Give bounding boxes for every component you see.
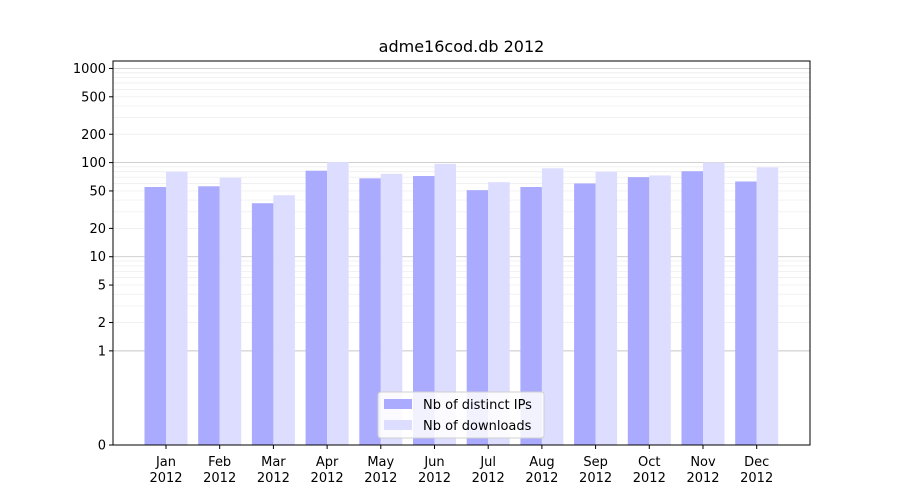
y-tick-label: 2 xyxy=(98,316,106,331)
legend-box xyxy=(377,391,545,439)
legend-swatch xyxy=(384,420,412,430)
x-tick-label-year: 2012 xyxy=(257,471,290,486)
bar-distinct-ips xyxy=(144,187,166,445)
y-tick-label: 500 xyxy=(81,90,106,105)
bar-downloads xyxy=(703,162,725,445)
legend-swatch xyxy=(384,399,412,409)
x-tick-label-month: Oct xyxy=(638,455,660,470)
legend-label: Nb of distinct IPs xyxy=(423,398,532,413)
bar-downloads xyxy=(488,182,510,445)
x-tick-label-year: 2012 xyxy=(418,471,451,486)
bar-distinct-ips xyxy=(681,171,703,445)
x-axis: Jan2012Feb2012Mar2012Apr2012May2012Jun20… xyxy=(149,445,773,486)
y-tick-label: 100 xyxy=(81,156,106,171)
bar-distinct-ips xyxy=(627,177,650,446)
bar-distinct-ips xyxy=(466,190,489,445)
x-tick-label-month: Apr xyxy=(316,455,339,470)
x-tick-label-month: Jul xyxy=(479,455,496,470)
bar-downloads xyxy=(327,162,349,445)
x-tick-label-year: 2012 xyxy=(686,471,719,486)
y-tick-label: 5 xyxy=(98,279,106,294)
bar-distinct-ips xyxy=(359,178,381,445)
legend-label: Nb of downloads xyxy=(423,419,532,434)
plot-area-frame xyxy=(112,60,811,446)
x-tick-label-month: Feb xyxy=(208,455,231,470)
x-tick-label-year: 2012 xyxy=(579,471,612,486)
x-tick-label-year: 2012 xyxy=(149,471,182,486)
x-tick-label-year: 2012 xyxy=(364,471,397,486)
legend: Nb of distinct IPs Nb of downloads xyxy=(377,391,545,439)
bar-distinct-ips xyxy=(735,181,757,445)
x-tick-label-year: 2012 xyxy=(633,471,666,486)
bar-downloads xyxy=(541,168,564,446)
bar-downloads xyxy=(273,195,295,445)
x-tick-label-month: Mar xyxy=(261,455,286,470)
x-tick-label-month: Sep xyxy=(583,455,608,470)
bar-distinct-ips xyxy=(574,183,596,445)
bar-distinct-ips xyxy=(520,187,542,445)
bar-downloads xyxy=(219,177,242,446)
bar-downloads xyxy=(756,167,779,446)
x-tick-label-month: Jan xyxy=(155,455,176,470)
x-tick-label-month: Jun xyxy=(423,455,444,470)
bars xyxy=(144,162,779,446)
x-tick-label-year: 2012 xyxy=(740,471,773,486)
chart-title: adme16cod.db 2012 xyxy=(379,37,545,56)
x-tick-label-year: 2012 xyxy=(311,471,344,486)
x-tick-label-year: 2012 xyxy=(472,471,505,486)
x-tick-label-month: May xyxy=(367,455,394,470)
y-tick-label: 50 xyxy=(89,184,106,199)
y-tick-label: 0 xyxy=(98,439,106,454)
y-tick-label: 10 xyxy=(89,250,106,265)
y-tick-label: 1 xyxy=(98,344,106,359)
bar-distinct-ips xyxy=(413,176,435,445)
bar-downloads xyxy=(434,163,456,446)
x-tick-label-month: Nov xyxy=(690,455,716,470)
bar-distinct-ips xyxy=(251,203,274,445)
y-axis: 0 1 2 5 10 20 50 100 200 500 1000 xyxy=(73,62,113,454)
bar-downloads xyxy=(380,173,403,445)
x-tick-label-month: Aug xyxy=(529,455,554,470)
y-tick-label: 1000 xyxy=(73,62,106,77)
bar-downloads xyxy=(595,171,618,445)
x-tick-label-year: 2012 xyxy=(203,471,236,486)
bar-downloads xyxy=(166,171,188,445)
y-tick-label: 20 xyxy=(89,222,106,237)
bar-downloads xyxy=(649,175,671,445)
y-tick-label: 200 xyxy=(81,128,106,143)
bar-distinct-ips xyxy=(198,186,220,445)
x-tick-label-month: Dec xyxy=(744,455,769,470)
x-tick-label-year: 2012 xyxy=(525,471,558,486)
bar-distinct-ips xyxy=(305,170,328,445)
